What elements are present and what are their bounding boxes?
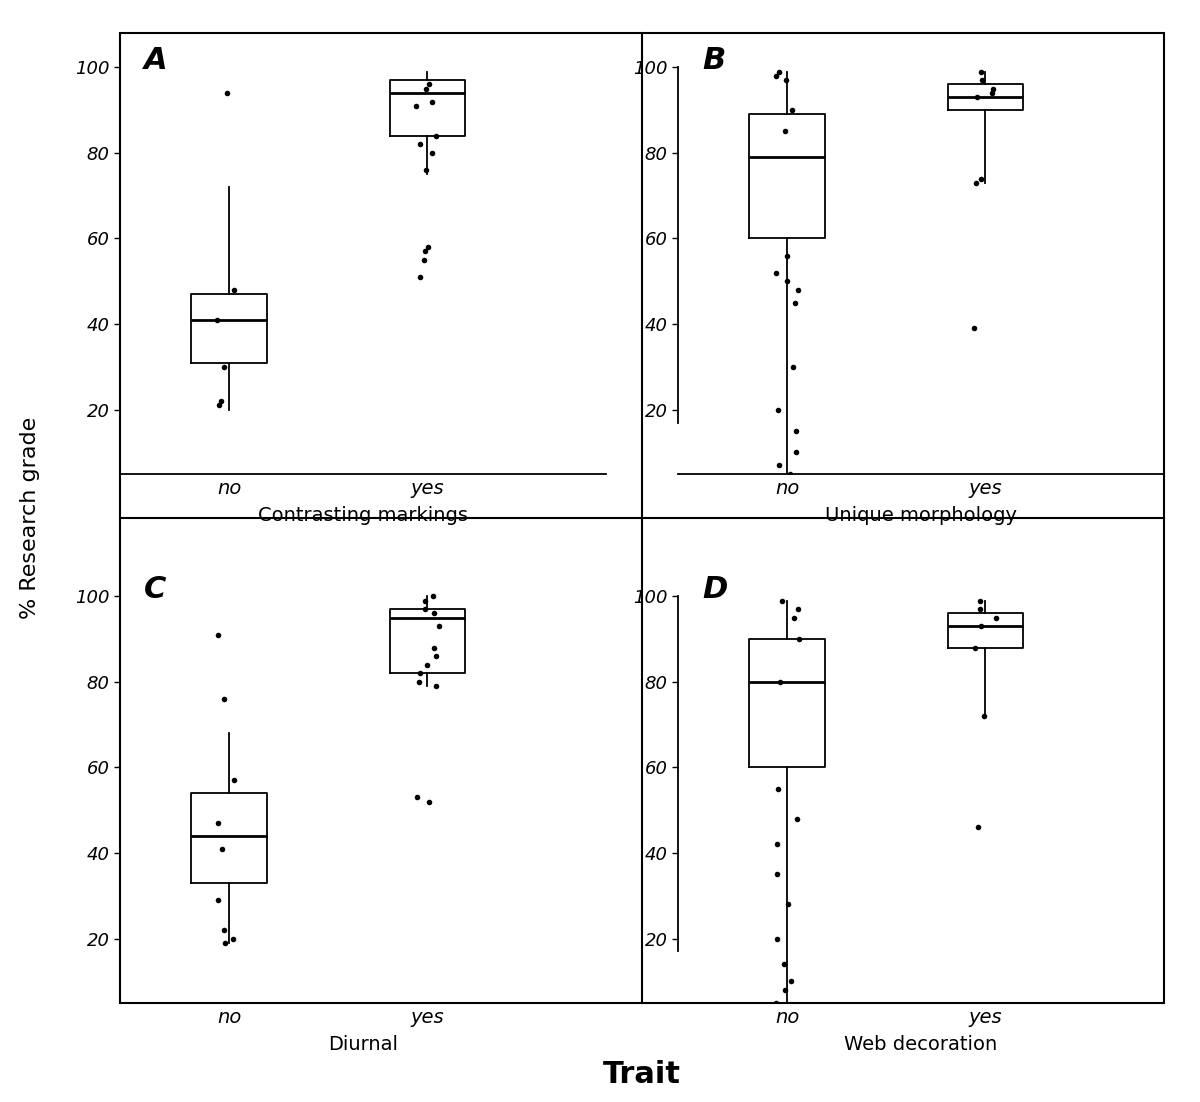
Point	[775, 122, 794, 140]
Point	[424, 605, 443, 623]
Point	[971, 592, 990, 609]
Point	[770, 673, 790, 691]
Text: C: C	[144, 575, 167, 604]
Point	[418, 656, 437, 673]
Point	[766, 67, 785, 85]
X-axis label: Unique morphology: Unique morphology	[826, 506, 1018, 525]
Point	[984, 79, 1003, 97]
Point	[409, 673, 428, 691]
Point	[215, 690, 234, 707]
Point	[787, 810, 806, 828]
X-axis label: Diurnal: Diurnal	[328, 1035, 398, 1054]
Point	[419, 238, 438, 256]
Point	[224, 771, 244, 789]
Point	[767, 994, 786, 1012]
Point	[967, 88, 986, 106]
Point	[424, 639, 443, 657]
Point	[781, 973, 800, 991]
Point	[767, 865, 786, 883]
Point	[775, 955, 794, 973]
Point	[788, 281, 808, 299]
Point	[972, 170, 991, 187]
Point	[782, 101, 802, 119]
Point	[784, 608, 803, 626]
Text: B: B	[702, 46, 726, 75]
Point	[768, 930, 787, 948]
Point	[224, 281, 244, 299]
Point	[410, 268, 430, 285]
Point	[966, 639, 985, 657]
Point	[212, 840, 232, 857]
Point	[215, 921, 234, 939]
Point	[416, 79, 436, 97]
Point	[416, 161, 436, 179]
Point	[215, 934, 234, 952]
Text: Trait: Trait	[604, 1060, 682, 1089]
Point	[982, 84, 1001, 101]
Point	[971, 601, 990, 618]
Text: % Research grade: % Research grade	[20, 417, 40, 619]
Point	[776, 72, 796, 89]
Point	[427, 127, 446, 144]
Point	[211, 392, 230, 410]
Point	[209, 892, 228, 909]
Point	[781, 465, 800, 483]
Point	[972, 63, 991, 80]
Point	[407, 97, 426, 115]
X-axis label: Web decoration: Web decoration	[845, 1035, 997, 1054]
Point	[778, 247, 797, 264]
Point	[215, 358, 234, 376]
Point	[415, 601, 434, 618]
Point	[773, 592, 792, 609]
Point	[209, 626, 228, 644]
Point	[974, 707, 994, 725]
Point	[408, 789, 427, 807]
Point	[217, 84, 236, 101]
Point	[778, 272, 797, 290]
Point	[968, 819, 988, 836]
Point	[422, 144, 442, 162]
X-axis label: Contrasting markings: Contrasting markings	[258, 506, 468, 525]
Point	[223, 930, 242, 948]
Point	[427, 678, 446, 695]
Point	[788, 601, 808, 618]
Point	[208, 814, 227, 832]
Point	[782, 358, 802, 376]
Point	[776, 981, 796, 998]
Point	[768, 401, 787, 419]
Point	[410, 665, 430, 682]
Point	[790, 630, 809, 648]
Point	[971, 617, 990, 635]
Point	[769, 456, 788, 474]
Point	[766, 263, 785, 281]
Point	[779, 896, 798, 914]
Point	[430, 617, 449, 635]
Point	[426, 647, 445, 665]
Point	[786, 444, 805, 462]
Point	[986, 608, 1006, 626]
Point	[208, 311, 227, 328]
Point	[210, 397, 229, 414]
Point	[410, 136, 430, 153]
Point	[767, 835, 786, 853]
Point	[965, 320, 984, 337]
Point	[770, 63, 790, 80]
Point	[415, 242, 434, 260]
Text: A: A	[144, 46, 168, 75]
Point	[967, 174, 986, 192]
Text: D: D	[702, 575, 727, 604]
Point	[420, 792, 439, 810]
Point	[769, 780, 788, 798]
Point	[787, 422, 806, 440]
Point	[786, 294, 805, 312]
Point	[422, 587, 442, 605]
Point	[415, 592, 434, 609]
Point	[972, 72, 991, 89]
Point	[422, 93, 442, 110]
Point	[419, 76, 438, 94]
Point	[414, 251, 433, 269]
